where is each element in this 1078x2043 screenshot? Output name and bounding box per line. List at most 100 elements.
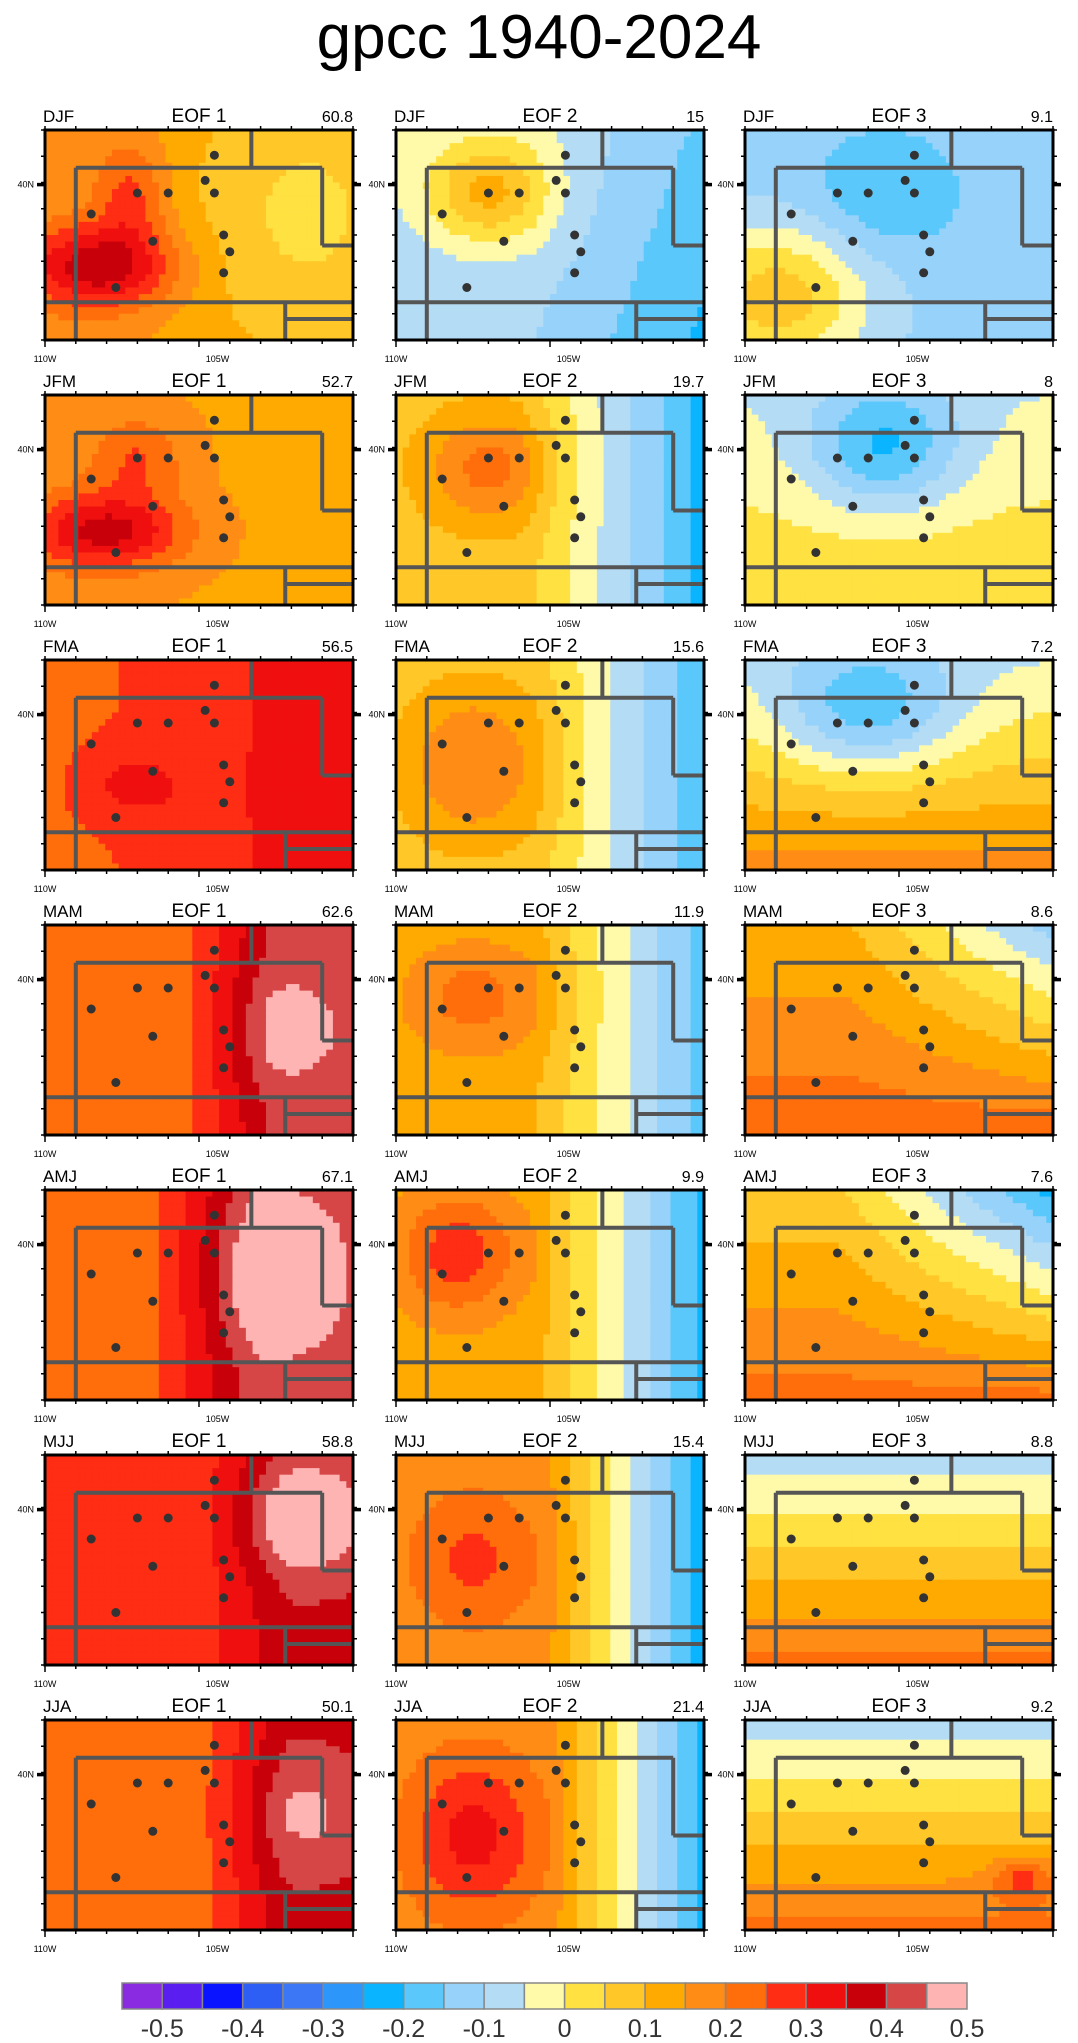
heatmap-cell <box>845 307 852 314</box>
heatmap-cell <box>577 209 584 216</box>
heatmap-cell <box>899 294 906 301</box>
heatmap-cell <box>226 434 233 441</box>
heatmap-cell <box>859 307 866 314</box>
heatmap-cell <box>105 421 112 428</box>
heatmap-cell <box>523 137 530 144</box>
heatmap-cell <box>1040 274 1047 281</box>
heatmap-cell <box>166 320 173 327</box>
heatmap-cell <box>105 268 112 275</box>
heatmap-cell <box>416 183 423 190</box>
heatmap-cell <box>805 242 812 249</box>
heatmap-cell <box>825 176 832 183</box>
heatmap-cell <box>657 261 664 268</box>
heatmap-cell <box>253 288 260 295</box>
heatmap-cell <box>752 288 759 295</box>
heatmap-cell <box>999 156 1006 163</box>
heatmap-cell <box>966 137 973 144</box>
heatmap-cell <box>125 176 132 183</box>
heatmap-cell <box>919 288 926 295</box>
heatmap-cell <box>550 222 557 229</box>
heatmap-cell <box>85 222 92 229</box>
heatmap-cell <box>932 255 939 262</box>
heatmap-cell <box>644 150 651 157</box>
heatmap-cell <box>523 183 530 190</box>
heatmap-cell <box>125 421 132 428</box>
heatmap-cell <box>1040 235 1047 242</box>
heatmap-cell <box>232 288 239 295</box>
heatmap-cell <box>879 228 886 235</box>
heatmap-cell <box>657 143 664 150</box>
heatmap-cell <box>577 176 584 183</box>
heatmap-cell <box>845 215 852 222</box>
heatmap-cell <box>85 402 92 409</box>
heatmap-cell <box>186 209 193 216</box>
heatmap-cell <box>953 176 960 183</box>
heatmap-cell <box>409 176 416 183</box>
heatmap-cell <box>939 281 946 288</box>
heatmap-cell <box>973 255 980 262</box>
heatmap-cell <box>232 307 239 314</box>
heatmap-cell <box>892 137 899 144</box>
heatmap-cell <box>886 327 893 334</box>
heatmap-cell <box>112 228 119 235</box>
heatmap-cell <box>159 421 166 428</box>
heatmap-cell <box>152 202 159 209</box>
heatmap-cell <box>212 176 219 183</box>
heatmap-cell <box>476 327 483 334</box>
heatmap-cell <box>219 176 226 183</box>
heatmap-cell <box>429 150 436 157</box>
heatmap-cell <box>1040 327 1047 334</box>
heatmap-cell <box>99 320 106 327</box>
heatmap-cell <box>436 183 443 190</box>
heatmap-cell <box>429 320 436 327</box>
heatmap-cell <box>805 327 812 334</box>
heatmap-cell <box>192 156 199 163</box>
heatmap-cell <box>52 150 59 157</box>
heatmap-cell <box>919 261 926 268</box>
heatmap-cell <box>993 268 1000 275</box>
heatmap-cell <box>839 327 846 334</box>
heatmap-cell <box>99 137 106 144</box>
heatmap-cell <box>966 156 973 163</box>
heatmap-cell <box>105 248 112 255</box>
heatmap-cell <box>825 228 832 235</box>
heatmap-cell <box>523 242 530 249</box>
heatmap-cell <box>92 196 99 203</box>
heatmap-cell <box>286 150 293 157</box>
heatmap-cell <box>253 248 260 255</box>
heatmap-cell <box>906 274 913 281</box>
heatmap-cell <box>610 320 617 327</box>
heatmap-cell <box>959 261 966 268</box>
heatmap-cell <box>644 307 651 314</box>
heatmap-cell <box>644 183 651 190</box>
heatmap-cell <box>476 202 483 209</box>
heatmap-cell <box>503 288 510 295</box>
heatmap-cell <box>186 176 193 183</box>
heatmap-cell <box>1040 215 1047 222</box>
heatmap-cell <box>812 189 819 196</box>
heatmap-cell <box>966 320 973 327</box>
heatmap-cell <box>677 281 684 288</box>
heatmap-cell <box>839 242 846 249</box>
heatmap-cell <box>583 235 590 242</box>
heatmap-cell <box>429 143 436 150</box>
heatmap-cell <box>159 228 166 235</box>
heatmap-cell <box>105 143 112 150</box>
heatmap-cell <box>852 150 859 157</box>
heatmap-cell <box>926 288 933 295</box>
heatmap-cell <box>912 314 919 321</box>
heatmap-cell <box>946 307 953 314</box>
heatmap-cell <box>212 441 219 448</box>
heatmap-cell <box>326 189 333 196</box>
heatmap-cell <box>664 150 671 157</box>
heatmap-cell <box>906 215 913 222</box>
heatmap-cell <box>286 196 293 203</box>
heatmap-cell <box>953 320 960 327</box>
heatmap-cell <box>145 327 152 334</box>
heatmap-cell <box>899 137 906 144</box>
heatmap-cell <box>590 288 597 295</box>
heatmap-cell <box>892 235 899 242</box>
heatmap-cell <box>172 281 179 288</box>
heatmap-cell <box>879 294 886 301</box>
heatmap-cell <box>510 268 517 275</box>
